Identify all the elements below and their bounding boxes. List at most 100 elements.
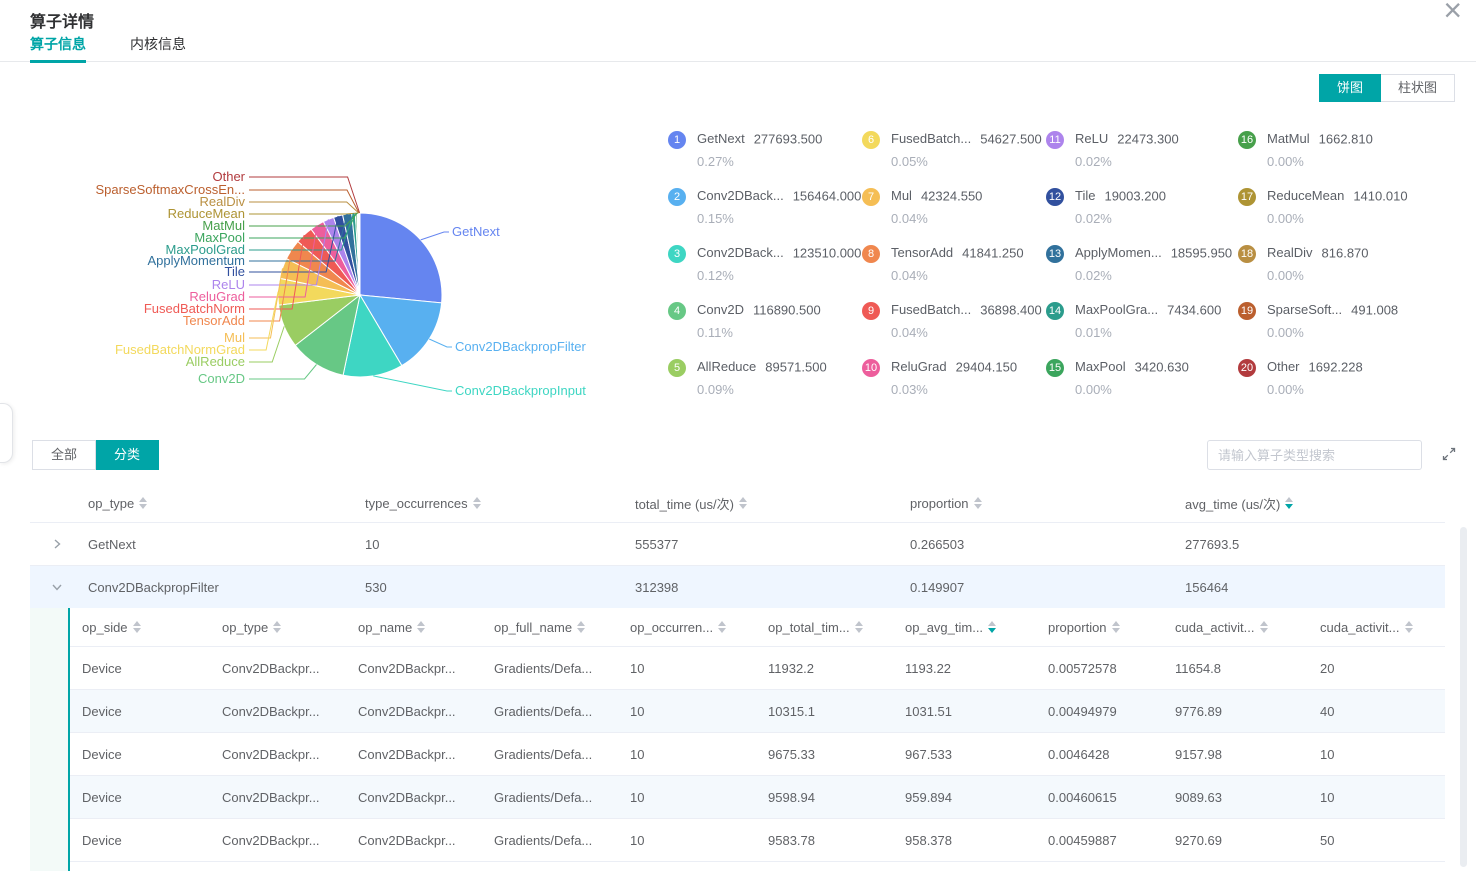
cell: 0.0046428 xyxy=(1048,746,1110,762)
legend-item-ReluGrad[interactable]: 10 ReluGrad 29404.150 0.03% xyxy=(862,359,1017,397)
legend-item-ApplyMomentum[interactable]: 13 ApplyMomen... 18595.950 0.02% xyxy=(1046,245,1232,283)
sort-icon[interactable] xyxy=(973,497,982,509)
sort-icon[interactable] xyxy=(132,621,141,633)
nested-table-row[interactable]: Device Conv2DBackpr... Conv2DBackpr... Grad… xyxy=(70,690,1445,733)
legend-percent: 0.03% xyxy=(891,382,928,397)
legend-label: Mul xyxy=(891,188,912,204)
nested-column-header-proportion7[interactable]: proportion xyxy=(1036,620,1163,635)
nested-table-row[interactable]: Device Conv2DBackpr... Conv2DBackpr... Grad… xyxy=(70,776,1445,819)
legend-item-MatMul[interactable]: 16 MatMul 1662.810 0.00% xyxy=(1238,131,1373,169)
sort-icon[interactable] xyxy=(1404,621,1413,633)
pie-label-line xyxy=(249,212,359,215)
nested-column-header-op_total_tim-5[interactable]: op_total_tim... xyxy=(756,620,893,635)
table-header-row: op_type type_occurrences total_time (us/次)… xyxy=(30,484,1445,523)
sort-icon[interactable] xyxy=(718,621,727,633)
nested-table-row[interactable]: Device Conv2DBackpr... Conv2DBackpr... Grad… xyxy=(70,819,1445,862)
sort-icon[interactable] xyxy=(273,621,282,633)
sort-icon[interactable] xyxy=(1111,621,1120,633)
tab-kernel-info[interactable]: 内核信息 xyxy=(130,36,186,52)
nested-table-row[interactable]: Device Conv2DBackpr... Conv2DBackpr... Grad… xyxy=(70,733,1445,776)
pie-slice-GetNext[interactable] xyxy=(359,212,443,304)
sort-icon[interactable] xyxy=(1285,497,1294,509)
legend-percent: 0.11% xyxy=(697,325,733,340)
nested-column-header-cuda_activit-9[interactable]: cuda_activit... xyxy=(1308,620,1445,635)
legend-percent: 0.02% xyxy=(1075,268,1112,283)
legend-value: 491.008 xyxy=(1351,302,1399,318)
legend-item-Conv2DBackpropInput[interactable]: 3 Conv2DBack... 123510.000 0.12% xyxy=(668,245,861,283)
column-label: cuda_activit... xyxy=(1175,619,1255,635)
nested-column-header-op_type1[interactable]: op_type xyxy=(210,620,346,635)
pie-label-FusedBatchNormGrad: FusedBatchNormGrad xyxy=(115,342,245,357)
cell: 1031.51 xyxy=(905,703,952,719)
legend-item-GetNext[interactable]: 1 GetNext 277693.500 0.27% xyxy=(668,131,822,169)
nested-column-header-op_avg_tim-6[interactable]: op_avg_tim... xyxy=(893,620,1036,635)
legend-item-FusedBatchNormGrad[interactable]: 6 FusedBatch... 54627.500 0.05% xyxy=(862,131,1042,169)
sort-icon[interactable] xyxy=(854,621,863,633)
legend-item-MaxPool[interactable]: 15 MaxPool 3420.630 0.00% xyxy=(1046,359,1189,397)
op-row-GetNext[interactable]: GetNext 10 555377 0.266503 277693.5 xyxy=(30,523,1445,566)
table-scrollbar[interactable] xyxy=(1460,527,1467,867)
sort-icon[interactable] xyxy=(417,621,426,633)
pie-label-line xyxy=(249,213,354,251)
legend-item-AllReduce[interactable]: 5 AllReduce 89571.500 0.09% xyxy=(668,359,827,397)
column-label: op_avg_tim... xyxy=(905,619,984,635)
pie-chart-button[interactable]: 饼图 xyxy=(1318,74,1381,102)
op-row-Conv2DBackpropFilter[interactable]: Conv2DBackpropFilter 530 312398 0.149907 156… xyxy=(30,566,1445,608)
column-header-avg_time-us-[interactable]: avg_time (us/次) xyxy=(1185,494,1445,513)
sort-icon[interactable] xyxy=(577,621,586,633)
nested-column-header-op_name2[interactable]: op_name xyxy=(346,620,482,635)
tab-operator-info[interactable]: 算子信息 xyxy=(30,34,86,63)
sort-icon[interactable] xyxy=(1259,621,1268,633)
column-header-total_time-us-[interactable]: total_time (us/次) xyxy=(635,494,910,513)
pie-label-Tile: Tile xyxy=(225,264,245,279)
sort-icon[interactable] xyxy=(738,497,747,509)
chart-type-toggle: 饼图 柱状图 xyxy=(1318,74,1455,102)
column-header-op_type[interactable]: op_type xyxy=(30,496,365,511)
legend-item-FusedBatchNorm[interactable]: 9 FusedBatch... 36898.400 0.04% xyxy=(862,302,1042,340)
filter-all-button[interactable]: 全部 xyxy=(32,440,97,470)
legend-index-badge: 10 xyxy=(862,359,880,377)
nested-header-row: op_side op_type op_name op_full_name op_occu… xyxy=(70,608,1445,647)
fullscreen-icon[interactable] xyxy=(1441,446,1457,462)
legend-item-ReLU[interactable]: 11 ReLU 22473.300 0.02% xyxy=(1046,131,1179,169)
legend-item-Conv2DBackpropFilter[interactable]: 2 Conv2DBack... 156464.000 0.15% xyxy=(668,188,861,226)
legend-item-SparseSoftmaxCrossEn...[interactable]: 19 SparseSoft... 491.008 0.00% xyxy=(1238,302,1398,340)
nested-table-row[interactable]: Device Conv2DBackpr... Conv2DBackpr... Grad… xyxy=(70,647,1445,690)
sort-icon[interactable] xyxy=(988,621,997,633)
pie-slice-Conv2DBackpropFilter[interactable] xyxy=(359,294,443,367)
collapse-icon[interactable] xyxy=(51,581,63,593)
legend-item-Other[interactable]: 20 Other 1692.228 0.00% xyxy=(1238,359,1363,397)
search-input[interactable] xyxy=(1208,441,1421,469)
legend-item-MaxPoolGrad[interactable]: 14 MaxPoolGra... 7434.600 0.01% xyxy=(1046,302,1221,340)
cell: GetNext xyxy=(88,536,136,552)
legend-percent: 0.12% xyxy=(697,268,734,283)
column-header-proportion[interactable]: proportion xyxy=(910,496,1185,511)
bar-chart-button[interactable]: 柱状图 xyxy=(1380,74,1455,102)
legend-item-ReduceMean[interactable]: 17 ReduceMean 1410.010 0.00% xyxy=(1238,188,1408,226)
nested-column-header-op_occurren-4[interactable]: op_occurren... xyxy=(618,620,756,635)
pie-label-MaxPool: MaxPool xyxy=(194,230,245,245)
legend-item-Tile[interactable]: 12 Tile 19003.200 0.02% xyxy=(1046,188,1166,226)
column-header-type_occurrences[interactable]: type_occurrences xyxy=(365,496,635,511)
legend-value: 29404.150 xyxy=(955,359,1018,375)
legend-item-Mul[interactable]: 7 Mul 42324.550 0.04% xyxy=(862,188,982,226)
close-icon[interactable]: × xyxy=(1443,0,1462,28)
operator-table: op_type type_occurrences total_time (us/次)… xyxy=(30,484,1445,871)
expand-icon[interactable] xyxy=(51,538,63,550)
nested-column-header-op_side0[interactable]: op_side xyxy=(70,620,210,635)
legend-item-TensorAdd[interactable]: 8 TensorAdd 41841.250 0.04% xyxy=(862,245,1024,283)
sort-icon[interactable] xyxy=(139,497,148,509)
sort-icon[interactable] xyxy=(472,497,481,509)
nested-column-header-op_full_name3[interactable]: op_full_name xyxy=(482,620,618,635)
legend-item-RealDiv[interactable]: 18 RealDiv 816.870 0.00% xyxy=(1238,245,1369,283)
pie-label-Conv2D: Conv2D xyxy=(198,371,245,386)
legend-index-badge: 14 xyxy=(1046,302,1064,320)
pie-label-line xyxy=(428,338,452,348)
filter-category-button[interactable]: 分类 xyxy=(96,440,160,470)
legend-item-Conv2D[interactable]: 4 Conv2D 116890.500 0.11% xyxy=(668,302,821,340)
pie-label-Other: Other xyxy=(212,169,245,184)
pie-label-AllReduce: AllReduce xyxy=(186,354,245,369)
cell: 10 xyxy=(630,660,645,676)
nested-column-header-cuda_activit-8[interactable]: cuda_activit... xyxy=(1163,620,1308,635)
drawer-handle[interactable] xyxy=(0,403,13,463)
